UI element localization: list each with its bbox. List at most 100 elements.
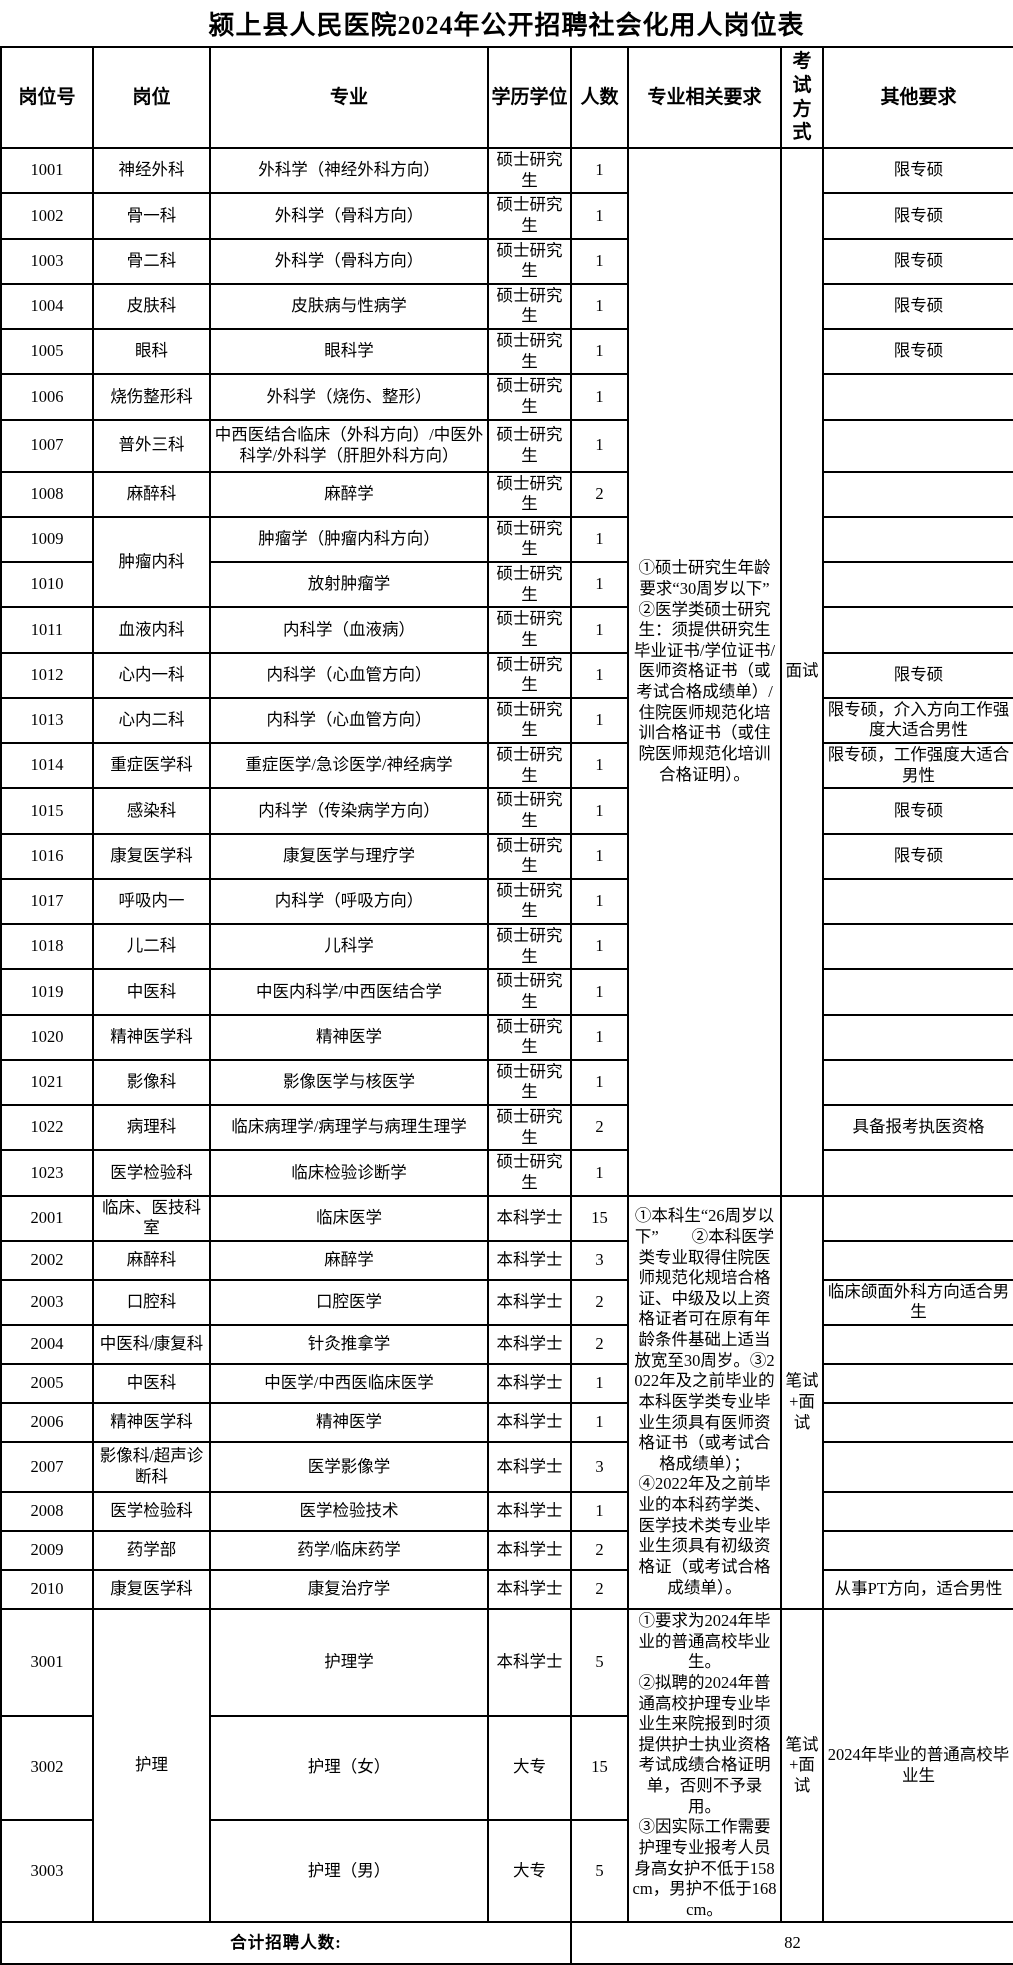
cell-count: 1 <box>570 192 629 240</box>
cell-post-id: 1014 <box>0 741 94 790</box>
cell-count: 2 <box>570 1530 629 1571</box>
table-row: 1016 康复医学科 康复医学与理疗学 硕士研究生 1 限专硕 <box>0 832 1013 880</box>
cell-post: 康复医学科 <box>92 1569 211 1610</box>
cell-major: 眼科学 <box>209 327 489 376</box>
cell-count: 5 <box>570 1818 629 1924</box>
cell-degree: 硕士研究生 <box>487 741 572 790</box>
cell-post: 肿瘤内科 <box>92 515 211 609</box>
cell-count: 1 <box>570 1402 629 1443</box>
cell-other <box>822 1324 1013 1365</box>
cell-post: 骨一科 <box>92 192 211 240</box>
cell-major: 外科学（骨科方向） <box>209 192 489 240</box>
cell-major: 内科学（血液病） <box>209 606 489 654</box>
cell-post-id: 2009 <box>0 1530 94 1571</box>
cell-major: 中医学/中西医临床医学 <box>209 1363 489 1404</box>
cell-count: 1 <box>570 1013 629 1061</box>
cell-degree: 本科学士 <box>487 1569 572 1610</box>
cell-other <box>822 373 1013 421</box>
cell-post: 康复医学科 <box>92 832 211 880</box>
cell-count: 1 <box>570 418 629 473</box>
cell-post-id: 2005 <box>0 1363 94 1404</box>
table-row: 1023 医学检验科 临床检验诊断学 硕士研究生 1 <box>0 1149 1013 1197</box>
cell-major: 外科学（烧伤、整形） <box>209 373 489 421</box>
cell-post: 中医科 <box>92 1363 211 1404</box>
cell-count: 1 <box>570 606 629 654</box>
table-row: 1003 骨二科 外科学（骨科方向） 硕士研究生 1 限专硕 <box>0 237 1013 285</box>
cell-post-id: 1006 <box>0 373 94 421</box>
cell-post: 麻醉科 <box>92 1239 211 1281</box>
cell-other <box>822 1239 1013 1281</box>
cell-major: 影像医学与核医学 <box>209 1058 489 1107</box>
cell-post: 麻醉科 <box>92 470 211 518</box>
table-row: 1020 精神医学科 精神医学 硕士研究生 1 <box>0 1013 1013 1061</box>
cell-major: 内科学（呼吸方向） <box>209 877 489 926</box>
cell-post-id: 1002 <box>0 192 94 240</box>
header-post-id: 岗位号 <box>0 46 94 149</box>
cell-count: 1 <box>570 651 629 699</box>
table-row: 2006 精神医学科 精神医学 本科学士 1 <box>0 1402 1013 1443</box>
cell-post: 病理科 <box>92 1103 211 1152</box>
table-row: 1005 眼科 眼科学 硕士研究生 1 限专硕 <box>0 327 1013 376</box>
cell-major: 医学检验技术 <box>209 1491 489 1532</box>
cell-post: 中医科 <box>92 968 211 1016</box>
cell-post: 精神医学科 <box>92 1402 211 1443</box>
cell-count: 1 <box>570 515 629 564</box>
cell-post-id: 1019 <box>0 968 94 1016</box>
cell-count: 1 <box>570 560 629 609</box>
cell-post-id: 2006 <box>0 1402 94 1443</box>
cell-other <box>822 968 1013 1016</box>
cell-post: 精神医学科 <box>92 1013 211 1061</box>
table-row: 1014 重症医学科 重症医学/急诊医学/神经病学 硕士研究生 1 限专硕，工作强度大适合… <box>0 741 1013 790</box>
table-row: 1017 呼吸内一 内科学（呼吸方向） 硕士研究生 1 <box>0 877 1013 926</box>
job-positions-table: 岗位号 岗位 专业 学历学位 人数 专业相关要求 考试方式 其他要求 1001 神… <box>0 46 1013 1965</box>
cell-count: 2 <box>570 1278 629 1327</box>
cell-major: 中医内科学/中西医结合学 <box>209 968 489 1016</box>
cell-degree: 本科学士 <box>487 1363 572 1404</box>
total-row: 合计招聘人数: 82 <box>0 1921 1013 1965</box>
table-row: 1009 肿瘤内科 肿瘤学（肿瘤内科方向） 硕士研究生 1 <box>0 515 1013 609</box>
cell-post-id: 1020 <box>0 1013 94 1061</box>
cell-count: 1 <box>570 741 629 790</box>
table-row: 1002 骨一科 外科学（骨科方向） 硕士研究生 1 限专硕 <box>0 192 1013 240</box>
cell-major: 药学/临床药学 <box>209 1530 489 1571</box>
cell-post-id: 2002 <box>0 1239 94 1281</box>
cell-post: 医学检验科 <box>92 1491 211 1532</box>
cell-degree: 硕士研究生 <box>487 696 572 745</box>
table-row: 2010 康复医学科 康复治疗学 本科学士 2 从事PT方向，适合男性 <box>0 1569 1013 1610</box>
cell-exam-method: 笔试+面试 <box>780 1194 824 1610</box>
cell-requirements: ①本科生“26周岁以下” ②本科医学类专业取得住院医师规范化规培合格证、中级及以… <box>627 1194 782 1610</box>
cell-post-id: 3003 <box>0 1818 94 1924</box>
cell-other <box>822 1530 1013 1571</box>
cell-degree: 本科学士 <box>487 1491 572 1532</box>
cell-post-id: 1016 <box>0 832 94 880</box>
table-row: 2007 影像科/超声诊断科 医学影像学 本科学士 3 <box>0 1441 1013 1493</box>
cell-major: 针灸推拿学 <box>209 1324 489 1365</box>
total-value: 82 <box>570 1921 1013 1965</box>
cell-post: 眼科 <box>92 327 211 376</box>
table-row: 1011 血液内科 内科学（血液病） 硕士研究生 1 <box>0 606 1013 654</box>
cell-other: 限专硕 <box>822 146 1013 195</box>
header-exam-method: 考试方式 <box>780 46 824 149</box>
cell-degree: 本科学士 <box>487 1402 572 1443</box>
cell-other <box>822 1058 1013 1107</box>
cell-major: 口腔医学 <box>209 1278 489 1327</box>
header-requirements: 专业相关要求 <box>627 46 782 149</box>
cell-count: 15 <box>570 1714 629 1821</box>
cell-other <box>822 1013 1013 1061</box>
cell-major: 康复医学与理疗学 <box>209 832 489 880</box>
cell-degree: 硕士研究生 <box>487 877 572 926</box>
table-row: 1021 影像科 影像医学与核医学 硕士研究生 1 <box>0 1058 1013 1107</box>
table-row: 1001 神经外科 外科学（神经外科方向） 硕士研究生 1 ①硕士研究生年龄要求“30周岁… <box>0 146 1013 1197</box>
cell-post: 影像科/超声诊断科 <box>92 1441 211 1493</box>
cell-post: 中医科/康复科 <box>92 1324 211 1365</box>
cell-degree: 本科学士 <box>487 1239 572 1281</box>
cell-count: 2 <box>570 1103 629 1152</box>
table-row: 2008 医学检验科 医学检验技术 本科学士 1 <box>0 1491 1013 1532</box>
cell-post-id: 1022 <box>0 1103 94 1152</box>
table-row: 2005 中医科 中医学/中西医临床医学 本科学士 1 <box>0 1363 1013 1404</box>
cell-post-id: 1007 <box>0 418 94 473</box>
cell-other <box>822 606 1013 654</box>
cell-major: 内科学（心血管方向） <box>209 696 489 745</box>
cell-degree: 本科学士 <box>487 1608 572 1717</box>
cell-count: 2 <box>570 1324 629 1365</box>
